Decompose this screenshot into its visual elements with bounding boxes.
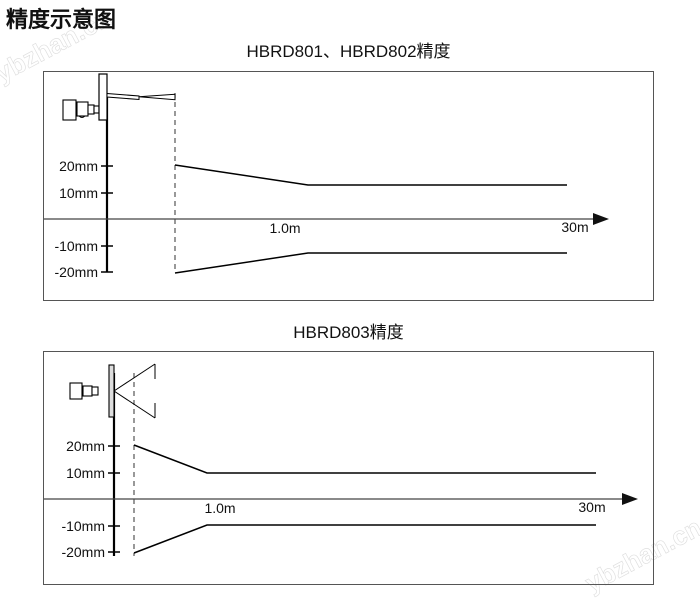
svg-text:-20mm: -20mm <box>54 264 98 280</box>
svg-text:30m: 30m <box>578 499 605 515</box>
svg-text:-10mm: -10mm <box>61 518 105 534</box>
svg-text:10mm: 10mm <box>66 465 105 481</box>
svg-text:30m: 30m <box>561 219 588 235</box>
svg-text:1.0m: 1.0m <box>269 220 300 236</box>
svg-text:1.0m: 1.0m <box>204 500 235 516</box>
svg-text:-10mm: -10mm <box>54 238 98 254</box>
svg-text:10mm: 10mm <box>59 185 98 201</box>
svg-text:20mm: 20mm <box>59 158 98 174</box>
svg-text:20mm: 20mm <box>66 438 105 454</box>
svg-text:-20mm: -20mm <box>61 544 105 560</box>
